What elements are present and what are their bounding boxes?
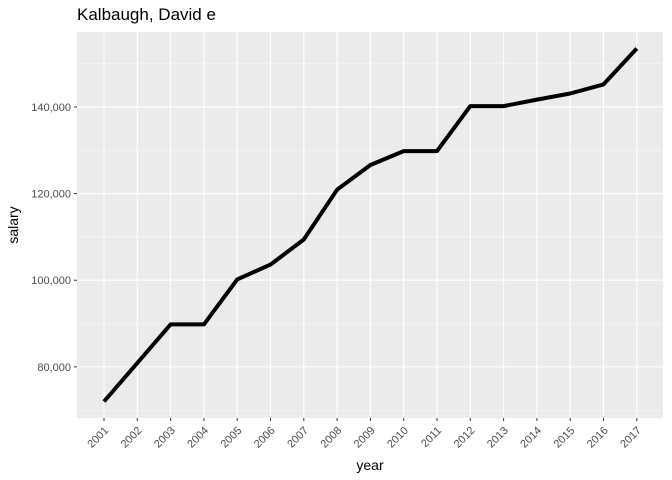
x-tick-label: 2013 xyxy=(485,425,511,451)
x-tick-label: 2004 xyxy=(185,425,211,451)
major-gridlines xyxy=(77,32,663,418)
x-tick-label: 2008 xyxy=(319,425,345,451)
y-tick-label: 100,000 xyxy=(31,275,71,287)
y-axis-title: salary xyxy=(5,206,21,243)
x-tick-label: 2005 xyxy=(219,425,245,451)
x-tick-label: 2003 xyxy=(152,425,178,451)
x-tick-label: 2010 xyxy=(385,425,411,451)
x-axis: 2001 2002 2003 2004 2005 2006 2007 2008 2009 2010… xyxy=(85,418,644,451)
chart-title: Kalbaugh, David e xyxy=(77,5,216,24)
x-tick-label: 2009 xyxy=(352,425,378,451)
series-group xyxy=(102,47,639,403)
x-tick-label: 2014 xyxy=(518,425,544,451)
x-tick-label: 2016 xyxy=(585,425,611,451)
x-tick-label: 2015 xyxy=(552,425,578,451)
x-axis-title: year xyxy=(356,457,384,473)
x-tick-label: 2012 xyxy=(452,425,478,451)
x-tick-label: 2001 xyxy=(85,425,111,451)
y-axis: 80,000 100,000 120,000 140,000 xyxy=(31,102,77,374)
x-tick-label: 2017 xyxy=(618,425,644,451)
x-tick-label: 2011 xyxy=(419,425,444,450)
y-tick-label: 140,000 xyxy=(31,102,71,114)
y-tick-label: 80,000 xyxy=(37,362,71,374)
x-tick-label: 2006 xyxy=(252,425,278,451)
x-tick-label: 2007 xyxy=(285,425,311,451)
x-tick-label: 2002 xyxy=(119,425,145,451)
y-tick-label: 120,000 xyxy=(31,189,71,201)
